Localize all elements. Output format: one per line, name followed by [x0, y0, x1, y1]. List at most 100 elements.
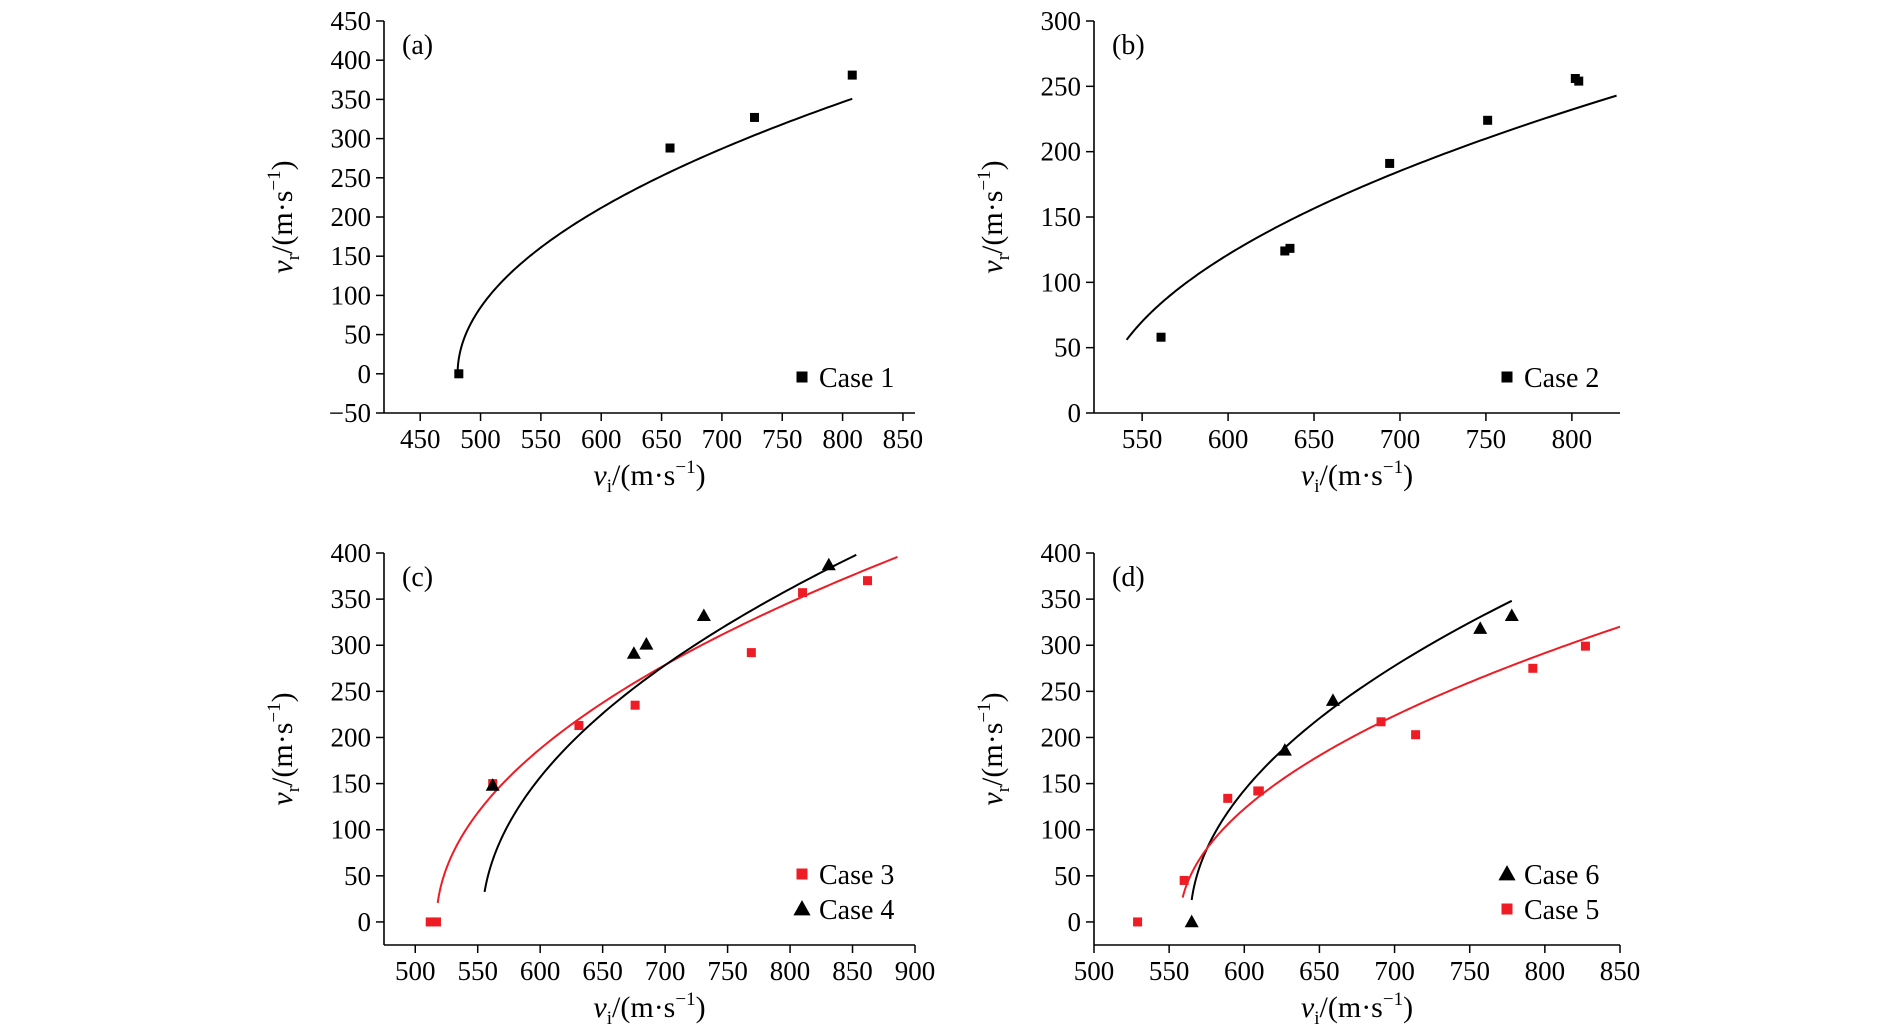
- data-point: [821, 557, 836, 571]
- y-axis-unit-close: ): [266, 692, 299, 702]
- panel-label: (d): [1112, 562, 1145, 593]
- x-tick-label: 600: [1224, 956, 1265, 986]
- y-tick-label: 150: [1041, 769, 1082, 799]
- y-axis-unit-close: ): [976, 692, 1009, 702]
- fit-curve-case-3: [436, 556, 898, 904]
- y-tick-label: 250: [331, 676, 372, 706]
- y-axis-label: vr/(m·s−1): [264, 160, 304, 273]
- x-axis-unit-exponent: −1: [1383, 457, 1403, 478]
- data-point: [798, 588, 808, 598]
- x-axis-subscript: i: [607, 476, 612, 497]
- x-tick-label: 650: [641, 424, 682, 454]
- y-tick-label: 50: [1054, 333, 1081, 363]
- data-point: [1285, 243, 1295, 253]
- y-axis-unit-close: ): [266, 160, 299, 170]
- x-tick-label: 650: [1294, 424, 1335, 454]
- panel-1: −50 0 50 100 150 200 250 300 350 400 450 450 500 550 6…: [264, 6, 923, 497]
- x-tick-label: 600: [1208, 424, 1249, 454]
- y-tick-label: 300: [1041, 6, 1082, 36]
- legend-label: Case 2: [1524, 363, 1599, 394]
- panel-3: 0 50 100 150 200 250 300 350 400 500 550 600 650 700 7…: [264, 538, 935, 1029]
- data-point: [485, 778, 500, 791]
- x-axis-subscript: i: [607, 1008, 612, 1029]
- data-point: [1528, 663, 1538, 673]
- y-axis-unit-exponent: −1: [264, 702, 285, 722]
- x-axis-subscript: i: [1314, 1008, 1319, 1029]
- y-tick-label: 300: [331, 124, 372, 154]
- y-axis-subscript: r: [993, 785, 1014, 792]
- x-tick-label: 750: [1466, 424, 1507, 454]
- data-point: [1376, 717, 1386, 727]
- x-tick-label: 700: [1380, 424, 1421, 454]
- data-point: [574, 720, 584, 730]
- y-axis-unit-exponent: −1: [974, 170, 995, 190]
- y-tick-label: 100: [331, 815, 372, 845]
- data-point: [431, 917, 441, 927]
- data-point: [425, 917, 435, 927]
- y-axis-unit-close: ): [976, 160, 1009, 170]
- x-tick-label: 550: [457, 956, 498, 986]
- y-tick-label: 200: [331, 722, 372, 752]
- data-point: [1254, 786, 1264, 796]
- y-tick-label: 50: [1054, 861, 1081, 891]
- x-axis-unit: /(m·s: [612, 459, 675, 492]
- y-tick-label: 250: [1041, 71, 1082, 101]
- y-tick-label: 350: [331, 84, 372, 114]
- y-axis-variable: v: [976, 260, 1009, 274]
- data-point: [630, 700, 640, 710]
- fit-curve-case-4: [483, 553, 857, 893]
- data-point: [1277, 743, 1292, 756]
- x-axis-unit: /(m·s: [1320, 459, 1383, 492]
- data-point: [665, 143, 675, 153]
- y-tick-label: 400: [1041, 538, 1082, 568]
- x-tick-label: 500: [395, 956, 436, 986]
- x-tick-label: 550: [1149, 956, 1190, 986]
- y-tick-label: 450: [331, 6, 372, 36]
- x-tick-label: 800: [822, 424, 863, 454]
- x-axis-unit: /(m·s: [1320, 991, 1383, 1024]
- y-tick-label: 0: [1068, 907, 1082, 937]
- y-axis-variable: v: [266, 792, 299, 806]
- legend-marker: [796, 868, 808, 880]
- legend-marker: [1501, 371, 1513, 383]
- x-tick-label: 450: [400, 424, 441, 454]
- y-axis-label: vr/(m·s−1): [974, 160, 1014, 273]
- y-tick-label: 300: [331, 630, 372, 660]
- data-point: [847, 70, 857, 80]
- y-axis-subscript: r: [283, 253, 304, 260]
- x-tick-label: 750: [1449, 956, 1490, 986]
- y-axis-variable: v: [266, 260, 299, 274]
- x-axis-unit-exponent: −1: [1383, 989, 1403, 1010]
- y-tick-label: 100: [331, 280, 372, 310]
- fit-curve-case-2: [1125, 94, 1617, 341]
- fit-curve-case-5: [1181, 625, 1621, 898]
- data-point: [696, 608, 711, 621]
- y-tick-label: 0: [358, 907, 372, 937]
- y-tick-label: 350: [331, 584, 372, 614]
- x-tick-label: 850: [832, 956, 873, 986]
- y-tick-label: 0: [358, 359, 372, 389]
- legend-label: Case 4: [819, 895, 894, 926]
- panel-label: (b): [1112, 30, 1145, 61]
- data-point: [1574, 76, 1584, 86]
- y-axis-unit-exponent: −1: [974, 702, 995, 722]
- x-tick-label: 850: [883, 424, 924, 454]
- y-tick-label: 350: [1041, 584, 1082, 614]
- y-tick-label: 100: [1041, 267, 1082, 297]
- x-tick-label: 750: [707, 956, 748, 986]
- data-point: [1580, 641, 1590, 651]
- y-tick-label: −50: [329, 398, 371, 428]
- y-tick-label: 250: [331, 163, 372, 193]
- x-tick-label: 500: [460, 424, 501, 454]
- y-axis-unit-exponent: −1: [264, 170, 285, 190]
- data-point: [746, 648, 756, 658]
- legend-marker: [793, 900, 811, 916]
- x-axis-variable: v: [593, 459, 607, 492]
- panel-label: (c): [402, 562, 433, 593]
- x-axis-unit: /(m·s: [612, 991, 675, 1024]
- y-tick-label: 200: [331, 202, 372, 232]
- fit-curve-case-1: [456, 97, 853, 374]
- x-axis-label: vi/(m·s−1): [593, 457, 705, 497]
- legend-label: Case 5: [1524, 895, 1599, 926]
